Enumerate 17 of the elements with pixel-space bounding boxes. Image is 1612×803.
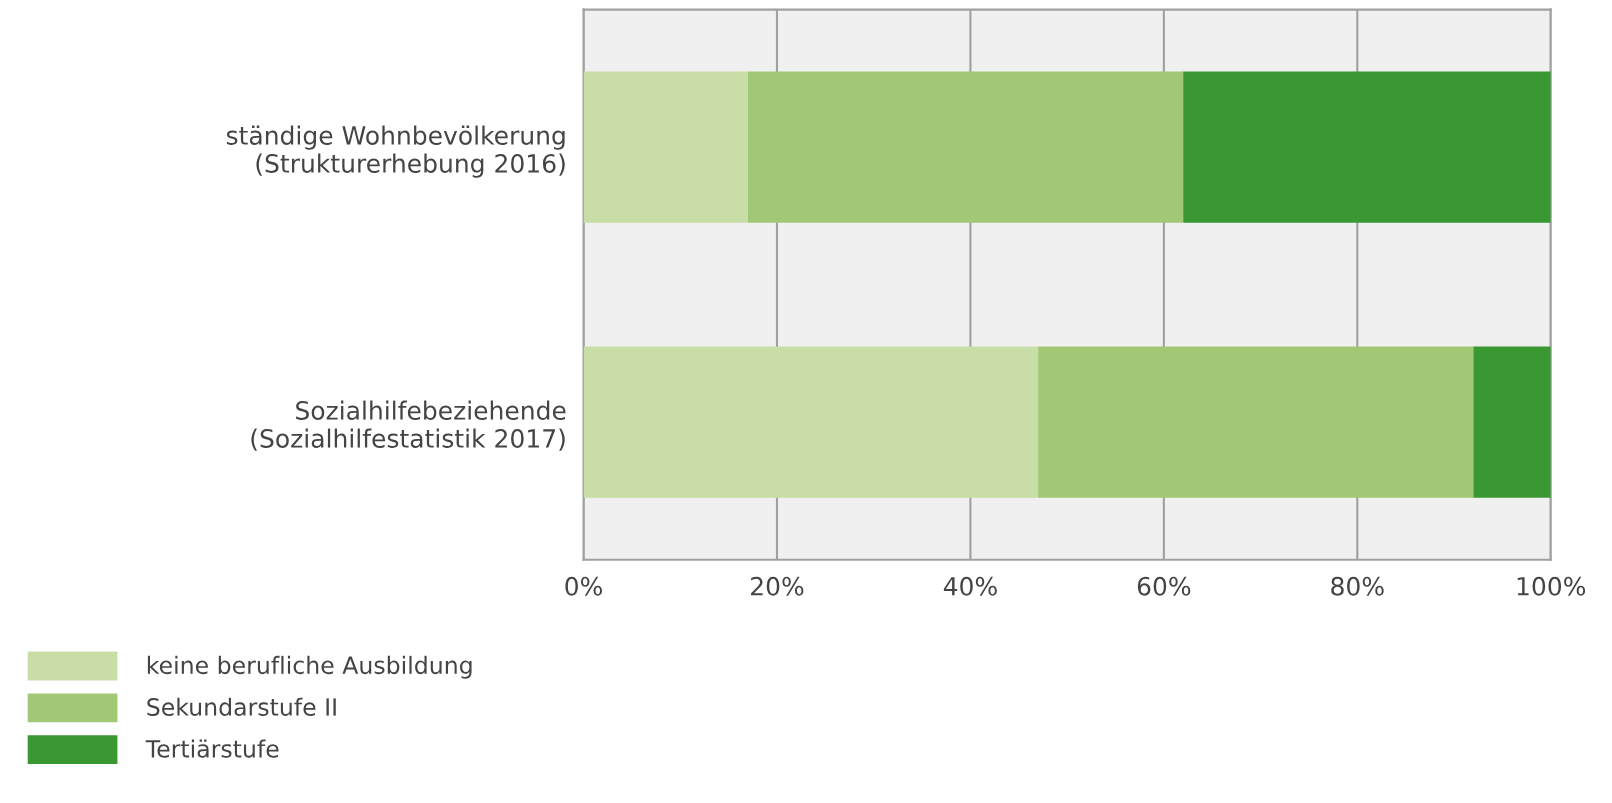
legend-label: Tertiärstufe xyxy=(145,739,279,758)
y-tick-label: Sozialhilfebeziehende (Sozialhilfestatistik 2017) xyxy=(251,400,566,451)
x-tick-label: 80% xyxy=(1331,576,1384,596)
x-tick-label: 60% xyxy=(1137,576,1191,596)
bar xyxy=(1183,71,1551,223)
bar xyxy=(583,71,748,223)
x-tick-label: 40% xyxy=(943,576,997,596)
x-tick-label: 20% xyxy=(751,576,804,596)
bar xyxy=(583,346,1039,498)
legend-label: keine berufliche Ausbildung xyxy=(147,655,472,679)
bar xyxy=(1473,346,1551,498)
legend-label: Sekundarstufe II xyxy=(147,697,336,716)
x-tick-label: 0% xyxy=(565,576,602,596)
bar xyxy=(747,71,1184,223)
y-tick-label: ständige Wohnbevölkerung (Strukturerhebung 2016) xyxy=(226,125,565,178)
x-tick-label: 100% xyxy=(1517,576,1586,596)
bar xyxy=(1038,346,1474,498)
